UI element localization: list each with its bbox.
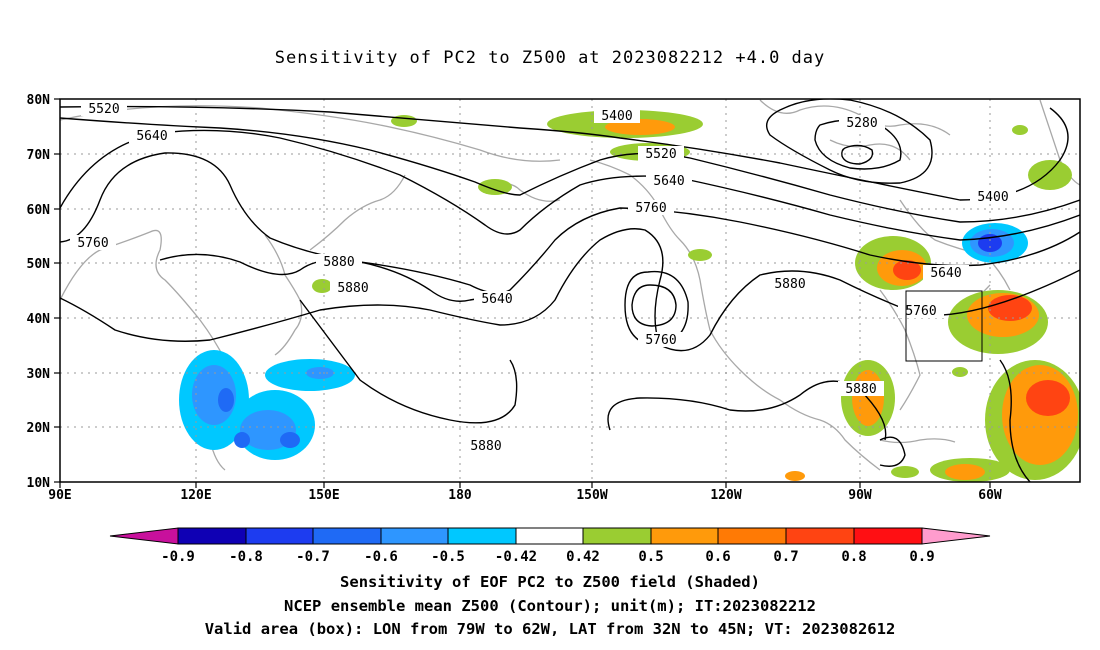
caption-valid-area: Valid area (box): LON from 79W to 62W, L… <box>204 620 896 638</box>
colorbar-label: 0.7 <box>773 549 798 565</box>
contour-label-5760-west: 5760 <box>70 235 116 251</box>
y-tick-60n: 60N <box>27 203 51 218</box>
map-panel: 5520 5640 5760 5400 5520 5640 <box>60 99 1080 482</box>
y-tick-80n: 80N <box>27 93 51 108</box>
svg-text:5400: 5400 <box>601 109 632 124</box>
svg-text:5520: 5520 <box>645 147 676 162</box>
contour-label-5640-north-pacific: 5640 <box>646 173 692 189</box>
colorbar-label: 0.42 <box>566 549 600 565</box>
x-tick-60w: 60W <box>978 488 1002 503</box>
x-tick-90e: 90E <box>48 488 71 503</box>
contour-label-5640-atlantic: 5640 <box>923 265 969 281</box>
y-tick-40n: 40N <box>27 312 51 327</box>
contour-label-5400-east: 5400 <box>970 189 1016 205</box>
svg-text:5760: 5760 <box>77 236 108 251</box>
y-tick-70n: 70N <box>27 148 51 163</box>
y-tick-30n: 30N <box>27 367 51 382</box>
svg-text:5760: 5760 <box>645 333 676 348</box>
y-tick-20n: 20N <box>27 421 51 436</box>
x-tick-labels: 90E 120E 150E 180 150W 120W 90W 60W <box>48 488 1002 503</box>
svg-text:5640: 5640 <box>136 129 167 144</box>
map-title: Sensitivity of PC2 to Z500 at 2023082212… <box>274 48 826 68</box>
svg-text:5640: 5640 <box>930 266 961 281</box>
svg-text:5760: 5760 <box>635 201 666 216</box>
x-tick-120w: 120W <box>710 488 741 503</box>
contour-label-5880-north-america: 5880 <box>767 276 813 292</box>
graticule <box>60 99 1080 482</box>
svg-text:5400: 5400 <box>977 190 1008 205</box>
y-tick-10n: 10N <box>27 476 51 491</box>
svg-text:5520: 5520 <box>88 102 119 117</box>
svg-text:5760: 5760 <box>905 304 936 319</box>
svg-text:5880: 5880 <box>845 382 876 397</box>
colorbar-label: -0.42 <box>495 549 537 565</box>
svg-text:5880: 5880 <box>337 281 368 296</box>
negative-sensitivity-shading <box>179 223 1028 460</box>
axis-ticks <box>54 98 991 488</box>
contour-label-5760-north-pacific: 5760 <box>628 200 674 216</box>
colorbar <box>109 527 991 545</box>
contour-label-5520-north-pacific: 5520 <box>638 146 684 162</box>
colorbar-labels: -0.9 -0.8 -0.7 -0.6 -0.5 -0.42 0.42 0.5 … <box>161 549 935 565</box>
contour-label-5280-low: 5280 <box>839 115 885 131</box>
svg-text:5880: 5880 <box>323 255 354 270</box>
x-tick-150w: 150W <box>576 488 607 503</box>
svg-text:5880: 5880 <box>774 277 805 292</box>
colorbar-label: -0.5 <box>431 549 465 565</box>
colorbar-low-arrow <box>109 527 179 545</box>
valid-area-box <box>905 290 983 362</box>
svg-text:5640: 5640 <box>653 174 684 189</box>
caption-shaded: Sensitivity of EOF PC2 to Z500 field (Sh… <box>340 573 760 591</box>
contour-label-5880-east-asia: 5880 <box>330 280 376 296</box>
colorbar-label: 0.8 <box>841 549 866 565</box>
x-tick-150e: 150E <box>308 488 339 503</box>
y-tick-labels: 80N 70N 60N 50N 40N 30N 20N 10N <box>27 93 51 491</box>
caption-contour: NCEP ensemble mean Z500 (Contour); unit(… <box>284 597 816 615</box>
x-tick-90w: 90W <box>848 488 872 503</box>
x-tick-120e: 120E <box>180 488 211 503</box>
contour-labels: 5520 5640 5760 5400 5520 5640 <box>70 101 1016 454</box>
contour-label-5760-east-asia: 5880 <box>316 254 362 270</box>
y-tick-50n: 50N <box>27 257 51 272</box>
contour-label-5880-gulf: 5880 <box>838 381 884 397</box>
x-tick-180: 180 <box>448 488 472 503</box>
colorbar-label: 0.5 <box>638 549 663 565</box>
colorbar-label: -0.9 <box>161 549 195 565</box>
svg-text:5640: 5640 <box>481 292 512 307</box>
contour-label-5760-atlantic: 5760 <box>898 303 944 319</box>
svg-text:5280: 5280 <box>846 116 877 131</box>
contour-label-5400-north-pacific: 5400 <box>594 108 640 124</box>
map-frame <box>59 98 1081 483</box>
contour-label-5640-pacific-trough: 5640 <box>474 291 520 307</box>
contour-label-5520-west: 5520 <box>81 101 127 117</box>
colorbar-high-arrow <box>921 527 991 545</box>
svg-text:5880: 5880 <box>470 439 501 454</box>
contour-label-5760-cutoff-low: 5760 <box>638 332 684 348</box>
colorbar-label: -0.7 <box>296 549 330 565</box>
contour-label-5640-west: 5640 <box>129 128 175 144</box>
colorbar-label: 0.6 <box>705 549 730 565</box>
colorbar-label: -0.8 <box>229 549 263 565</box>
colorbar-label: -0.6 <box>364 549 398 565</box>
colorbar-label: 0.9 <box>909 549 934 565</box>
contour-label-5880-pacific: 5880 <box>463 438 509 454</box>
